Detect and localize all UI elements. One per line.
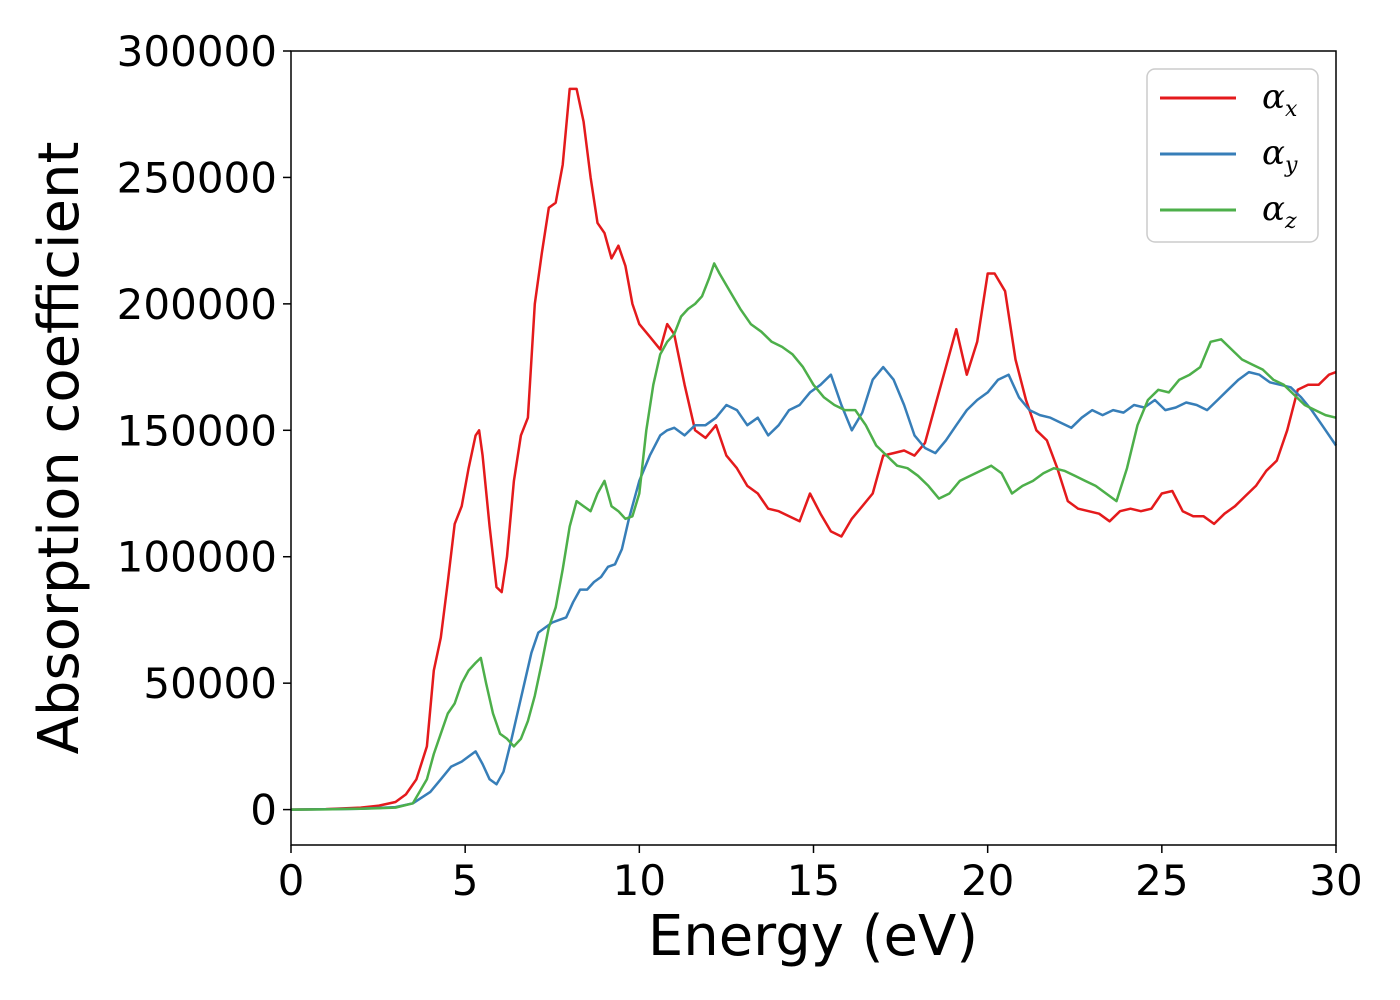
x-axis-label: Energy (eV) xyxy=(648,904,978,969)
x-tick-label: 0 xyxy=(278,856,305,905)
legend-label-z: αz xyxy=(1262,189,1297,234)
y-tick-label: 0 xyxy=(250,786,277,835)
plot-lines xyxy=(290,87,1338,811)
y-tick-label: 250000 xyxy=(117,153,277,202)
y-tick-label: 50000 xyxy=(143,659,277,708)
y-axis-label: Absorption coefficient xyxy=(27,142,92,755)
y-tick-label: 300000 xyxy=(117,27,277,76)
series-line-z xyxy=(290,262,1337,811)
x-tick-label: 5 xyxy=(452,856,479,905)
y-tick-label: 200000 xyxy=(117,280,277,329)
y-tick-label: 100000 xyxy=(117,533,277,582)
x-axis-ticks: 0 5 10 15 20 25 30 xyxy=(278,845,1363,905)
x-tick-label: 30 xyxy=(1309,856,1362,905)
legend-label-y: αy xyxy=(1262,133,1298,178)
x-tick-label: 10 xyxy=(613,856,666,905)
y-axis-ticks: 0 50000 100000 150000 200000 250000 300000 xyxy=(117,27,291,835)
series-line-x xyxy=(290,87,1337,811)
x-tick-label: 25 xyxy=(1135,856,1188,905)
series-line-y xyxy=(290,365,1338,811)
x-tick-label: 15 xyxy=(787,856,840,905)
legend-label-x: αx xyxy=(1262,77,1298,122)
legend: αx αy αz xyxy=(1146,68,1319,243)
x-tick-label: 20 xyxy=(961,856,1014,905)
y-tick-label: 150000 xyxy=(117,406,277,455)
